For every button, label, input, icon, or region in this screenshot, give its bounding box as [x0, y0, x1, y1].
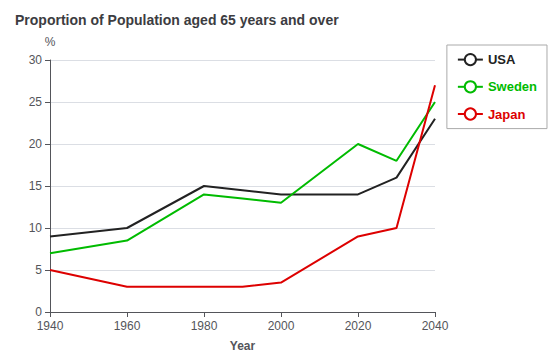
svg-text:2000: 2000	[268, 319, 295, 333]
svg-text:Sweden: Sweden	[488, 79, 537, 94]
svg-text:15: 15	[29, 179, 43, 193]
svg-text:USA: USA	[488, 52, 516, 67]
svg-text:Year: Year	[230, 339, 256, 353]
svg-text:0: 0	[35, 305, 42, 319]
svg-text:2020: 2020	[345, 319, 372, 333]
svg-text:5: 5	[35, 263, 42, 277]
svg-text:25: 25	[29, 95, 43, 109]
svg-text:%: %	[45, 35, 56, 49]
svg-text:10: 10	[29, 221, 43, 235]
svg-text:Japan: Japan	[488, 107, 526, 122]
svg-text:1980: 1980	[191, 319, 218, 333]
svg-text:1960: 1960	[114, 319, 141, 333]
svg-text:30: 30	[29, 53, 43, 67]
svg-text:20: 20	[29, 137, 43, 151]
svg-text:Proportion of Population aged: Proportion of Population aged 65 years a…	[15, 12, 339, 28]
svg-text:1940: 1940	[37, 319, 64, 333]
svg-text:2040: 2040	[422, 319, 449, 333]
